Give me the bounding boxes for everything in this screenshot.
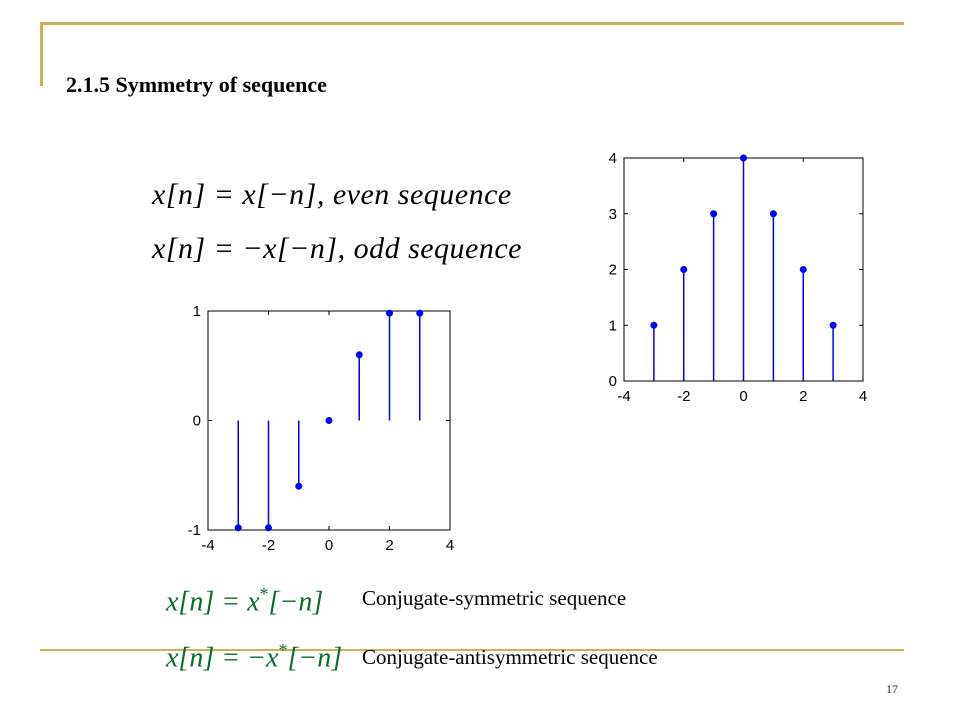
stem-marker bbox=[650, 321, 658, 329]
x-tick-label: 2 bbox=[385, 537, 393, 554]
stem-marker bbox=[355, 351, 363, 359]
y-tick-label: 0 bbox=[193, 413, 201, 430]
stem-marker bbox=[680, 266, 688, 273]
slide-title: 2.1.5 Symmetry of sequence bbox=[66, 72, 327, 97]
x-tick-label: -2 bbox=[262, 537, 275, 554]
stem-marker bbox=[769, 210, 777, 218]
odd-sequence-equation: x[n] = −x[−n], odd sequence bbox=[152, 232, 522, 265]
stem-marker bbox=[710, 210, 718, 218]
y-tick-label: 1 bbox=[193, 303, 201, 320]
stem-marker bbox=[386, 309, 393, 317]
x-tick-label: -4 bbox=[617, 388, 630, 405]
conjugate-antisymmetric-equation-star: * bbox=[278, 640, 288, 660]
x-tick-label: 2 bbox=[799, 388, 807, 405]
y-tick-label: 0 bbox=[609, 373, 617, 390]
conjugate-antisymmetric-label: Conjugate-antisymmetric sequence bbox=[362, 645, 658, 669]
x-tick-label: -4 bbox=[201, 537, 214, 554]
bottom-rule bbox=[40, 649, 904, 651]
stem-marker bbox=[234, 524, 242, 532]
y-tick-label: 4 bbox=[609, 150, 617, 167]
conjugate-symmetric-equation-star: * bbox=[259, 584, 269, 604]
conjugate-symmetric-label: Conjugate-symmetric sequence bbox=[362, 586, 627, 610]
conjugate-symmetric-equation: x[n] = x*[−n] bbox=[166, 584, 323, 618]
y-tick-label: -1 bbox=[188, 522, 201, 539]
stem-marker bbox=[740, 154, 747, 162]
even-sequence-stem-plot: -4 -2 0 2 4 0 1 2 3 4 bbox=[609, 150, 868, 405]
page-number: 17 bbox=[886, 682, 898, 696]
conjugate-antisymmetric-equation-head: x[n] = −x bbox=[166, 642, 279, 674]
odd-sequence-stem-plot: -4 -2 0 2 4 -1 0 1 bbox=[188, 303, 455, 554]
top-rule bbox=[40, 22, 904, 25]
conjugate-antisymmetric-equation: x[n] = −x*[−n] bbox=[166, 640, 342, 674]
conjugate-symmetric-equation-tail: [−n] bbox=[268, 586, 324, 618]
x-tick-label: 0 bbox=[739, 388, 747, 405]
left-rule bbox=[40, 22, 43, 86]
stem-marker bbox=[295, 482, 303, 490]
x-tick-label: 4 bbox=[859, 388, 867, 405]
x-tick-label: 4 bbox=[446, 537, 454, 554]
stem-marker bbox=[799, 266, 807, 273]
even-sequence-equation: x[n] = x[−n], even sequence bbox=[152, 178, 512, 211]
y-tick-label: 2 bbox=[609, 262, 617, 279]
x-tick-label: 0 bbox=[325, 537, 333, 554]
stem-marker bbox=[416, 309, 424, 317]
conjugate-symmetric-equation-head: x[n] = x bbox=[166, 586, 260, 618]
stem-marker bbox=[265, 524, 272, 532]
stem-marker bbox=[325, 417, 333, 424]
stem-marker bbox=[829, 321, 837, 329]
x-tick-label: -2 bbox=[677, 388, 690, 405]
y-tick-label: 1 bbox=[609, 317, 617, 334]
conjugate-antisymmetric-equation-tail: [−n] bbox=[287, 642, 343, 674]
y-tick-label: 3 bbox=[609, 206, 617, 223]
